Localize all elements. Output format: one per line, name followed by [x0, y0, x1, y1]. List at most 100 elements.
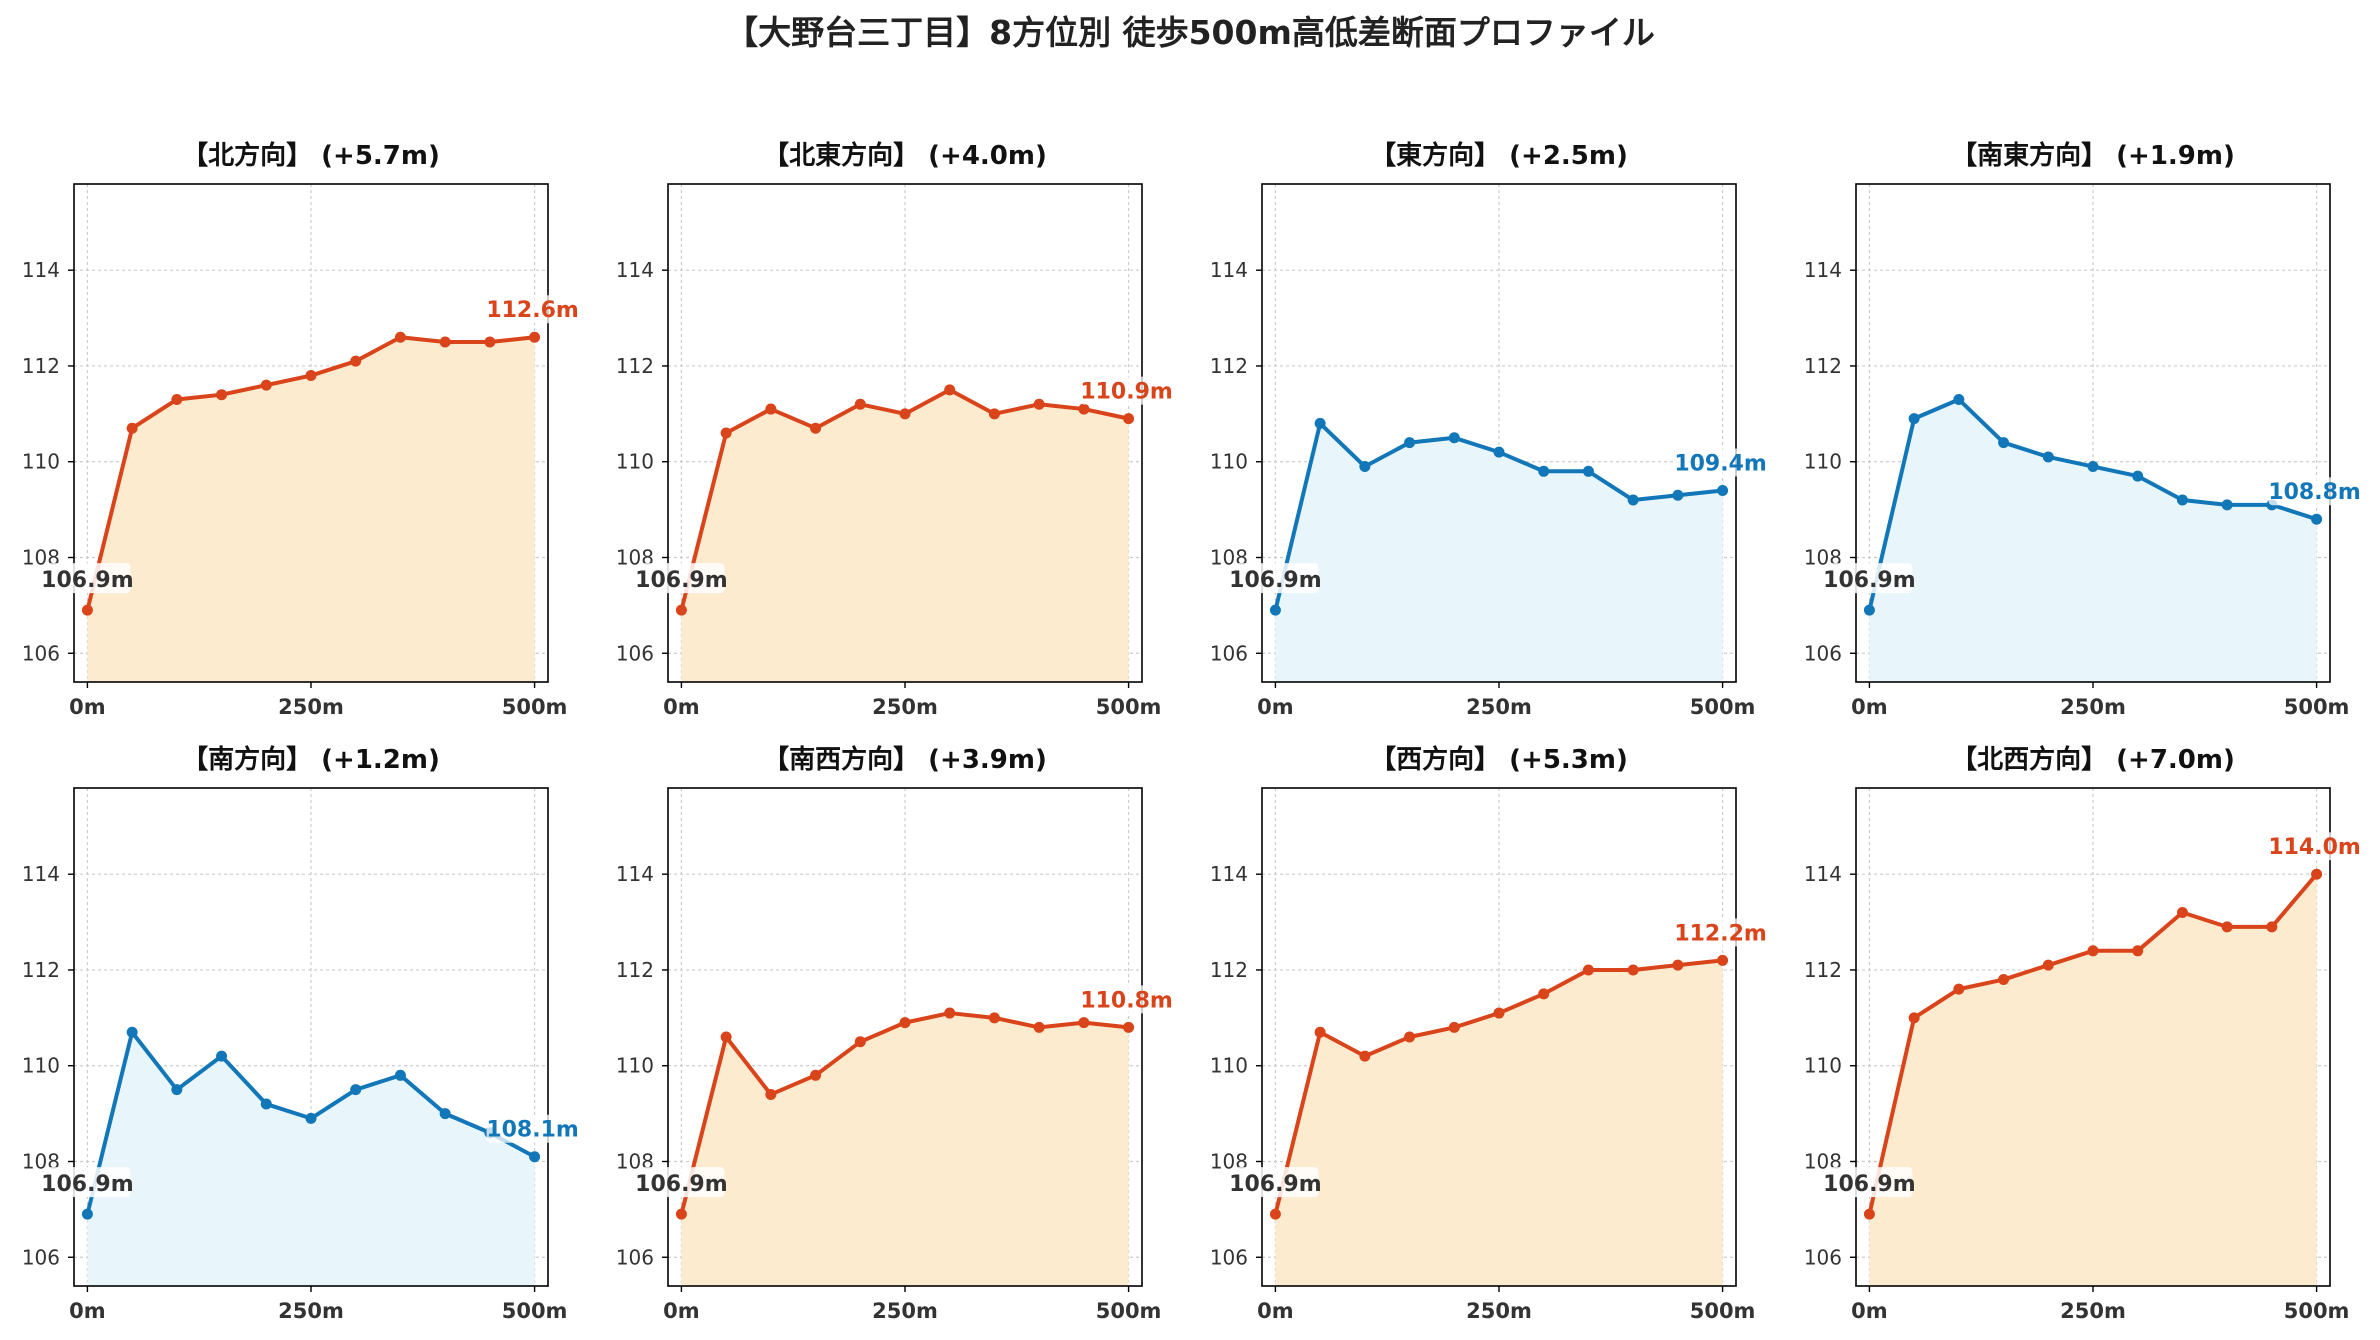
y-tick-label: 112 [22, 354, 60, 378]
end-label-background [1080, 985, 1173, 1014]
end-elevation-label: 108.8m [2268, 480, 2361, 505]
x-tick-label: 0m [1851, 695, 1888, 719]
elevation-point [1953, 393, 1965, 405]
panel-title: 【東方向】 (+2.5m) [1370, 140, 1628, 171]
elevation-point [1582, 964, 1594, 976]
elevation-point [675, 604, 687, 616]
elevation-point [2042, 451, 2054, 463]
elevation-point [1078, 403, 1090, 415]
x-tick-label: 0m [1257, 695, 1294, 719]
start-elevation-label: 106.9m [41, 568, 134, 593]
elevation-point [1493, 1007, 1505, 1019]
elevation-point [1908, 1012, 1920, 1024]
y-tick-label: 114 [616, 862, 654, 886]
end-elevation-label: 110.9m [1080, 380, 1173, 405]
elevation-point [1493, 446, 1505, 458]
elevation-point [1863, 604, 1875, 616]
start-label-background [44, 1167, 131, 1198]
elevation-point [1717, 484, 1729, 496]
x-tick-label: 500m [2284, 1299, 2350, 1323]
end-elevation-label: 109.4m [1674, 451, 1767, 476]
x-tick-label: 250m [872, 1299, 938, 1323]
elevation-point [720, 1031, 732, 1043]
end-label-background [1674, 448, 1767, 477]
elevation-point [944, 384, 956, 396]
y-tick-label: 114 [22, 862, 60, 886]
elevation-point [1314, 1026, 1326, 1038]
y-tick-label: 114 [1210, 862, 1248, 886]
y-tick-label: 106 [1804, 1245, 1842, 1269]
x-tick-label: 500m [1096, 695, 1162, 719]
elevation-point [439, 1108, 451, 1120]
elevation-point [1123, 1021, 1135, 1033]
elevation-point [1582, 465, 1594, 477]
elevation-point [810, 422, 822, 434]
start-elevation-label: 106.9m [1229, 568, 1322, 593]
panel-title: 【南方向】 (+1.2m) [182, 744, 440, 775]
elevation-point [1314, 417, 1326, 429]
x-tick-label: 250m [278, 1299, 344, 1323]
y-tick-label: 110 [616, 450, 654, 474]
elevation-point [81, 1208, 93, 1220]
y-tick-label: 106 [22, 1245, 60, 1269]
y-tick-label: 112 [616, 958, 654, 982]
elevation-point [1672, 489, 1684, 501]
start-label-background [1826, 1167, 1913, 1198]
elevation-point [1359, 1050, 1371, 1062]
y-tick-label: 110 [1210, 1054, 1248, 1078]
y-tick-label: 106 [22, 641, 60, 665]
elevation-point [216, 389, 228, 401]
y-tick-label: 112 [616, 354, 654, 378]
y-tick-label: 110 [616, 1054, 654, 1078]
elevation-point [1627, 964, 1639, 976]
end-label-background [486, 1114, 579, 1143]
elevation-point [2087, 945, 2099, 957]
start-label-background [1232, 1167, 1319, 1198]
y-tick-label: 110 [1210, 450, 1248, 474]
x-tick-label: 500m [2284, 695, 2350, 719]
elevation-point [1717, 954, 1729, 966]
elevation-point [2042, 959, 2054, 971]
elevation-point [944, 1007, 956, 1019]
elevation-area [681, 389, 1129, 682]
x-tick-label: 250m [1466, 1299, 1532, 1323]
panel-title: 【南西方向】 (+3.9m) [763, 744, 1047, 775]
end-label-background [2268, 832, 2361, 861]
start-elevation-label: 106.9m [1229, 1172, 1322, 1197]
elevation-point [1672, 959, 1684, 971]
elevation-point [2221, 921, 2233, 933]
elevation-point [126, 1026, 138, 1038]
panel-title: 【南東方向】 (+1.9m) [1951, 140, 2235, 171]
elevation-point [1538, 465, 1550, 477]
y-tick-label: 106 [616, 1245, 654, 1269]
end-label-background [1674, 918, 1767, 947]
panel-title: 【北西方向】 (+7.0m) [1951, 744, 2235, 775]
y-tick-label: 110 [22, 450, 60, 474]
y-tick-label: 112 [1804, 958, 1842, 982]
start-label-background [1826, 563, 1913, 594]
y-tick-label: 114 [1804, 862, 1842, 886]
start-elevation-label: 106.9m [1823, 568, 1916, 593]
elevation-point [1404, 437, 1416, 449]
elevation-point [216, 1050, 228, 1062]
x-tick-label: 0m [69, 695, 106, 719]
y-tick-label: 114 [1210, 258, 1248, 282]
elevation-point [171, 393, 183, 405]
elevation-point [1998, 437, 2010, 449]
elevation-point [1033, 1021, 1045, 1033]
elevation-point [439, 336, 451, 348]
panel-title: 【北方向】 (+5.7m) [182, 140, 440, 171]
start-elevation-label: 106.9m [635, 568, 728, 593]
elevation-point [305, 370, 317, 382]
start-elevation-label: 106.9m [41, 1172, 134, 1197]
elevation-point [1404, 1031, 1416, 1043]
start-label-background [44, 563, 131, 594]
panel-title: 【北東方向】 (+4.0m) [763, 140, 1047, 171]
figure-title: 【大野台三丁目】8方位別 徒歩500m高低差断面プロファイル [725, 13, 1655, 52]
